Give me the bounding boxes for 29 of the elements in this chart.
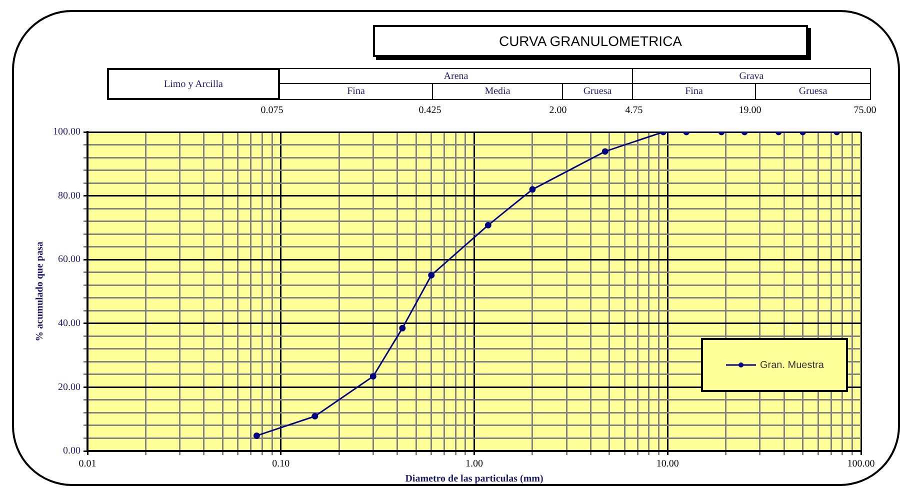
x-tick-label: 0.01 xyxy=(78,458,96,470)
text: Limo y Arcilla xyxy=(107,68,280,100)
text: Arena xyxy=(279,68,633,84)
text: 4.75 xyxy=(625,105,643,116)
text: Fina xyxy=(632,83,756,100)
x-tick-label: 100.00 xyxy=(847,458,875,470)
x-axis-title: Diametro de las particulas (mm) xyxy=(405,474,544,485)
y-axis-title: % acumulado que pasa xyxy=(34,242,46,342)
x-tick-label: 0.10 xyxy=(272,458,290,470)
y-tick-label: 0.00 xyxy=(63,446,80,457)
text: Gruesa xyxy=(562,83,633,100)
text: 19.00 xyxy=(738,105,762,116)
text: Fina xyxy=(279,83,433,100)
y-tick-label: 60.00 xyxy=(58,254,80,266)
text: 0.075 xyxy=(260,105,284,116)
text: Grava xyxy=(632,68,871,84)
y-tick-label: 80.00 xyxy=(58,190,80,202)
text: Media xyxy=(432,83,563,100)
text: 75.00 xyxy=(854,105,876,116)
text: Gruesa xyxy=(755,83,871,100)
text: 0.425 xyxy=(418,105,442,116)
y-tick-label: 40.00 xyxy=(58,318,80,330)
chart-title: CURVA GRANULOMETRICA xyxy=(373,25,808,57)
y-tick-label: 100.00 xyxy=(53,126,80,138)
x-tick-label: 10.00 xyxy=(656,458,679,470)
x-tick-label: 1.00 xyxy=(466,458,483,470)
text: 2.00 xyxy=(549,105,567,116)
legend-label: Gran. Muestra xyxy=(760,360,824,371)
y-tick-label: 20.00 xyxy=(58,382,80,393)
